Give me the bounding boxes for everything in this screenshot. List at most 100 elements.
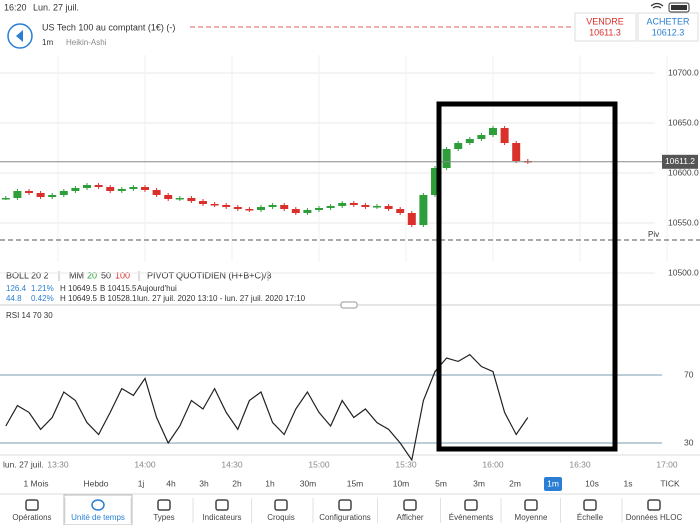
y-tick-label: 10500.0	[668, 267, 699, 277]
timeframe-button[interactable]: Hebdo	[83, 478, 108, 488]
timeframe-button[interactable]: 4h	[166, 478, 176, 488]
buy-price: 10612.3	[652, 27, 685, 37]
candle	[117, 189, 126, 191]
candle	[280, 205, 289, 209]
timeframe-button[interactable]: 3m	[473, 478, 485, 488]
candle	[129, 187, 138, 189]
indicator-value: 44.8	[6, 294, 22, 303]
indicator-value: H 10649.5	[60, 284, 97, 293]
indicator-value: B 10415.5	[100, 284, 137, 293]
tab-label[interactable]: Unité de temps	[71, 513, 125, 522]
timeframe-button[interactable]: 1h	[265, 478, 275, 488]
indicator-value: B 10528.1	[100, 294, 137, 303]
tab-label[interactable]: Croquis	[267, 513, 295, 522]
y-tick-label: 10650.0	[668, 117, 699, 127]
tab-icon	[91, 499, 105, 511]
candle	[175, 198, 184, 200]
tab-label[interactable]: Échelle	[577, 513, 604, 522]
tab-label[interactable]: Événements	[449, 513, 493, 522]
y-tick-label: 70	[684, 369, 694, 379]
candle	[442, 149, 451, 168]
tab-label[interactable]: Indicateurs	[202, 513, 241, 522]
highlight-box	[436, 101, 618, 452]
candle	[25, 191, 33, 193]
tab-label[interactable]: Types	[153, 513, 174, 522]
candle	[291, 209, 300, 213]
candle	[349, 203, 358, 205]
date-label: lun. 27 juil.	[3, 459, 44, 469]
timeframe-button[interactable]: TICK	[660, 478, 680, 488]
tab-icon	[524, 499, 538, 511]
candle	[199, 201, 207, 204]
timeframe-bar: 1 Mois Hebdo 1j 4h 3h 2h 1h 30m 15m 10m 5m 3m 2m 1m 10…	[23, 477, 680, 491]
timeframe-button[interactable]: 5m	[435, 478, 447, 488]
indicator-value: 0.42%	[31, 294, 54, 303]
price-chart: 10700.0 10650.0 10600.0 10550.0 10500.0 Piv 10…	[0, 55, 700, 277]
indicator-value: Aujourd'hui	[137, 284, 177, 293]
candle	[71, 188, 80, 191]
x-tick-label: 16:30	[569, 459, 591, 469]
candle	[268, 205, 277, 207]
indicator-value: 1.21%	[31, 284, 54, 293]
pivot-label: Piv	[648, 230, 659, 239]
x-tick-label: 15:30	[395, 459, 417, 469]
timeframe-button[interactable]: 15m	[347, 478, 364, 488]
x-tick-label: 14:30	[221, 459, 243, 469]
candle	[257, 207, 265, 210]
timeframe-button[interactable]: 10s	[585, 478, 599, 488]
y-tick-label: 10700.0	[668, 67, 699, 77]
last-price-box	[662, 154, 698, 169]
y-tick-label: 10550.0	[668, 217, 699, 227]
tab-label[interactable]: Configurations	[319, 513, 371, 522]
candle	[315, 208, 323, 210]
timeframe-button[interactable]: 10m	[393, 478, 410, 488]
candle	[454, 143, 463, 149]
tab-icon	[403, 499, 417, 511]
tab-icon	[583, 499, 597, 511]
candle	[233, 207, 242, 209]
sell-button[interactable]: VENDRE 10611.3	[574, 12, 637, 42]
x-tick-label: 16:00	[482, 459, 504, 469]
candle	[59, 191, 68, 195]
tab-icon	[338, 499, 352, 511]
timeframe-button[interactable]: 2m	[509, 478, 521, 488]
candle	[419, 195, 428, 225]
timeframe-button[interactable]: 3h	[199, 478, 209, 488]
interval: 1m	[42, 38, 53, 47]
tab-icon	[215, 499, 229, 511]
tab-icon	[157, 499, 171, 511]
candle	[106, 187, 115, 191]
candle	[48, 195, 57, 197]
y-tick-label: 10600.0	[668, 167, 699, 177]
candle	[164, 195, 173, 199]
candle	[489, 128, 497, 135]
candle	[477, 135, 486, 139]
timeframe-button[interactable]: 1j	[138, 478, 145, 488]
timeframe-selected	[544, 477, 562, 491]
sell-label: VENDRE	[586, 16, 624, 26]
rsi-title: RSI 14 70 30	[6, 311, 53, 320]
back-icon	[16, 30, 23, 42]
buy-button[interactable]: ACHETER 10612.3	[637, 12, 699, 42]
chart-style: Heikin-Ashi	[66, 38, 107, 47]
rsi-chart: 70 30 13:30 14:00 14:30 15:00 15:30 16:00 16:30 1…	[0, 353, 694, 469]
timeframe-button[interactable]: 1s	[624, 478, 633, 488]
candle	[152, 190, 161, 195]
panel-handle[interactable]	[340, 301, 358, 309]
x-tick-label: 17:00	[656, 459, 678, 469]
timeframe-button[interactable]: 2h	[232, 478, 242, 488]
x-tick-label: 14:00	[134, 459, 156, 469]
timeframe-button[interactable]: 30m	[300, 478, 317, 488]
x-tick-label: 15:00	[308, 459, 330, 469]
timeframe-button[interactable]: 1m	[547, 478, 559, 488]
rsi-line	[5, 353, 529, 462]
last-price-label: 10611.2	[665, 156, 695, 166]
candle	[13, 191, 22, 198]
buy-label: ACHETER	[646, 16, 690, 26]
tab-label[interactable]: Données HLOC	[626, 513, 683, 522]
tab-label[interactable]: Moyenne	[515, 513, 548, 522]
tab-label[interactable]: Afficher	[397, 513, 424, 522]
tab-label[interactable]: Opérations	[12, 513, 51, 522]
timeframe-button[interactable]: 1 Mois	[23, 478, 48, 488]
